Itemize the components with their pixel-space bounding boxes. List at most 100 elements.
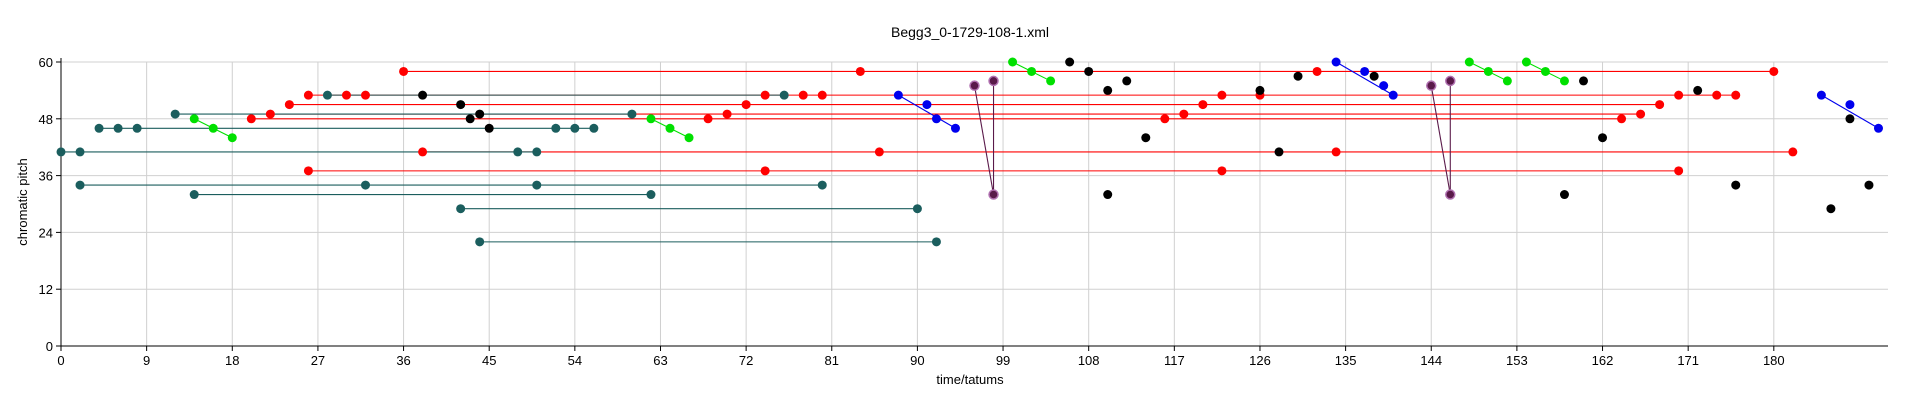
series-black-point (1845, 114, 1855, 124)
series-red-point (1160, 114, 1170, 124)
series-black-point (1084, 66, 1094, 76)
x-tick-label: 162 (1592, 353, 1614, 368)
series-black-point (1103, 190, 1113, 200)
axes: 0 9 18 27 36 45 54 63 72 81 90 99 108 117 126 135 144 153… (39, 55, 1888, 368)
series-red-point (341, 90, 351, 100)
series-black-point (465, 114, 475, 124)
series-red-point (1655, 100, 1665, 110)
series-red-point (741, 100, 751, 110)
series-red-point (1312, 66, 1322, 76)
series-red-point (246, 114, 256, 124)
y-tick-label: 60 (39, 55, 53, 70)
series-red-point (855, 66, 865, 76)
series-teal-point (475, 237, 485, 247)
x-tick-label: 72 (739, 353, 753, 368)
series-teal-point (513, 147, 523, 157)
series-teal-point (532, 180, 542, 190)
y-tick-label: 0 (46, 339, 53, 354)
series-purple-line (1430, 85, 1451, 195)
note-connections (61, 61, 1879, 243)
series-black-point (1693, 85, 1703, 95)
series-teal-point (56, 147, 66, 157)
series-teal-point (912, 204, 922, 214)
x-tick-label: 9 (143, 353, 150, 368)
series-purple-point (988, 75, 999, 87)
series-blue-point (1331, 57, 1341, 67)
series-red-point (361, 90, 370, 100)
series-teal-point (589, 123, 599, 133)
series-red-point (722, 109, 732, 119)
series-green-point (1046, 76, 1056, 86)
series-purple-point (969, 80, 980, 91)
series-blue-line (1821, 94, 1879, 129)
series-teal-point (75, 147, 85, 157)
series-red-point (760, 166, 770, 176)
series-green-point (684, 133, 694, 143)
series-teal-point (570, 123, 580, 133)
series-black-point (1369, 71, 1379, 81)
series-black-point (1598, 133, 1608, 143)
chart-title: Begg3_0-1729-108-1.xml (891, 24, 1049, 40)
series-blue-line (898, 94, 956, 129)
series-black-point (1103, 85, 1113, 95)
series-red-point (1217, 90, 1227, 100)
series-teal-point (456, 204, 466, 214)
series-teal-point (113, 123, 123, 133)
note-points (56, 57, 1883, 247)
series-red-point (1179, 109, 1189, 119)
series-black-point (1141, 133, 1151, 143)
series-purple-line (973, 85, 995, 195)
y-tick-label: 12 (39, 282, 53, 297)
x-tick-label: 135 (1335, 353, 1357, 368)
series-red-point (760, 90, 770, 100)
series-black-point (484, 123, 494, 133)
series-red-point (1712, 90, 1722, 100)
series-green-point (1540, 66, 1550, 76)
series-teal-point (94, 123, 104, 133)
series-blue-point (1873, 123, 1883, 133)
series-green-point (208, 123, 218, 133)
series-black-point (1864, 180, 1874, 190)
series-purple-point (1445, 189, 1456, 200)
series-red-point (874, 147, 884, 157)
x-tick-label: 99 (996, 353, 1010, 368)
series-black-point (1559, 190, 1569, 200)
series-blue-point (1360, 66, 1370, 76)
series-blue-point (1845, 100, 1855, 110)
series-red-point (1788, 147, 1798, 157)
series-teal-point (817, 180, 827, 190)
y-tick-label: 24 (39, 225, 53, 240)
x-tick-label: 117 (1164, 353, 1185, 368)
series-purple-point (988, 189, 999, 200)
series-black-point (1122, 76, 1132, 86)
series-blue-point (1379, 81, 1389, 91)
series-green-point (646, 114, 656, 124)
series-red-point (1198, 100, 1208, 110)
series-red-point (1674, 166, 1684, 176)
series-purple-point (1445, 75, 1456, 87)
y-tick-label: 36 (39, 169, 53, 184)
series-teal-point (532, 147, 542, 157)
series-red-point (1331, 147, 1341, 157)
x-tick-label: 90 (910, 353, 924, 368)
series-red-point (798, 90, 808, 100)
x-tick-label: 63 (653, 353, 667, 368)
x-tick-label: 171 (1677, 353, 1699, 368)
series-red-point (1731, 90, 1741, 100)
series-blue-point (931, 114, 941, 124)
series-red-point (399, 66, 409, 76)
x-tick-label: 54 (568, 353, 582, 368)
x-tick-label: 180 (1763, 353, 1785, 368)
x-tick-label: 45 (482, 353, 496, 368)
series-red-point (1617, 114, 1627, 124)
series-blue-point (950, 123, 960, 133)
series-black-point (1065, 57, 1075, 67)
series-teal-point (627, 109, 637, 119)
series-black-point (1731, 180, 1741, 190)
series-red-point (1636, 109, 1646, 119)
x-tick-label: 126 (1249, 353, 1271, 368)
series-teal-point (931, 237, 941, 247)
series-red-point (284, 100, 294, 110)
series-green-point (665, 123, 675, 133)
